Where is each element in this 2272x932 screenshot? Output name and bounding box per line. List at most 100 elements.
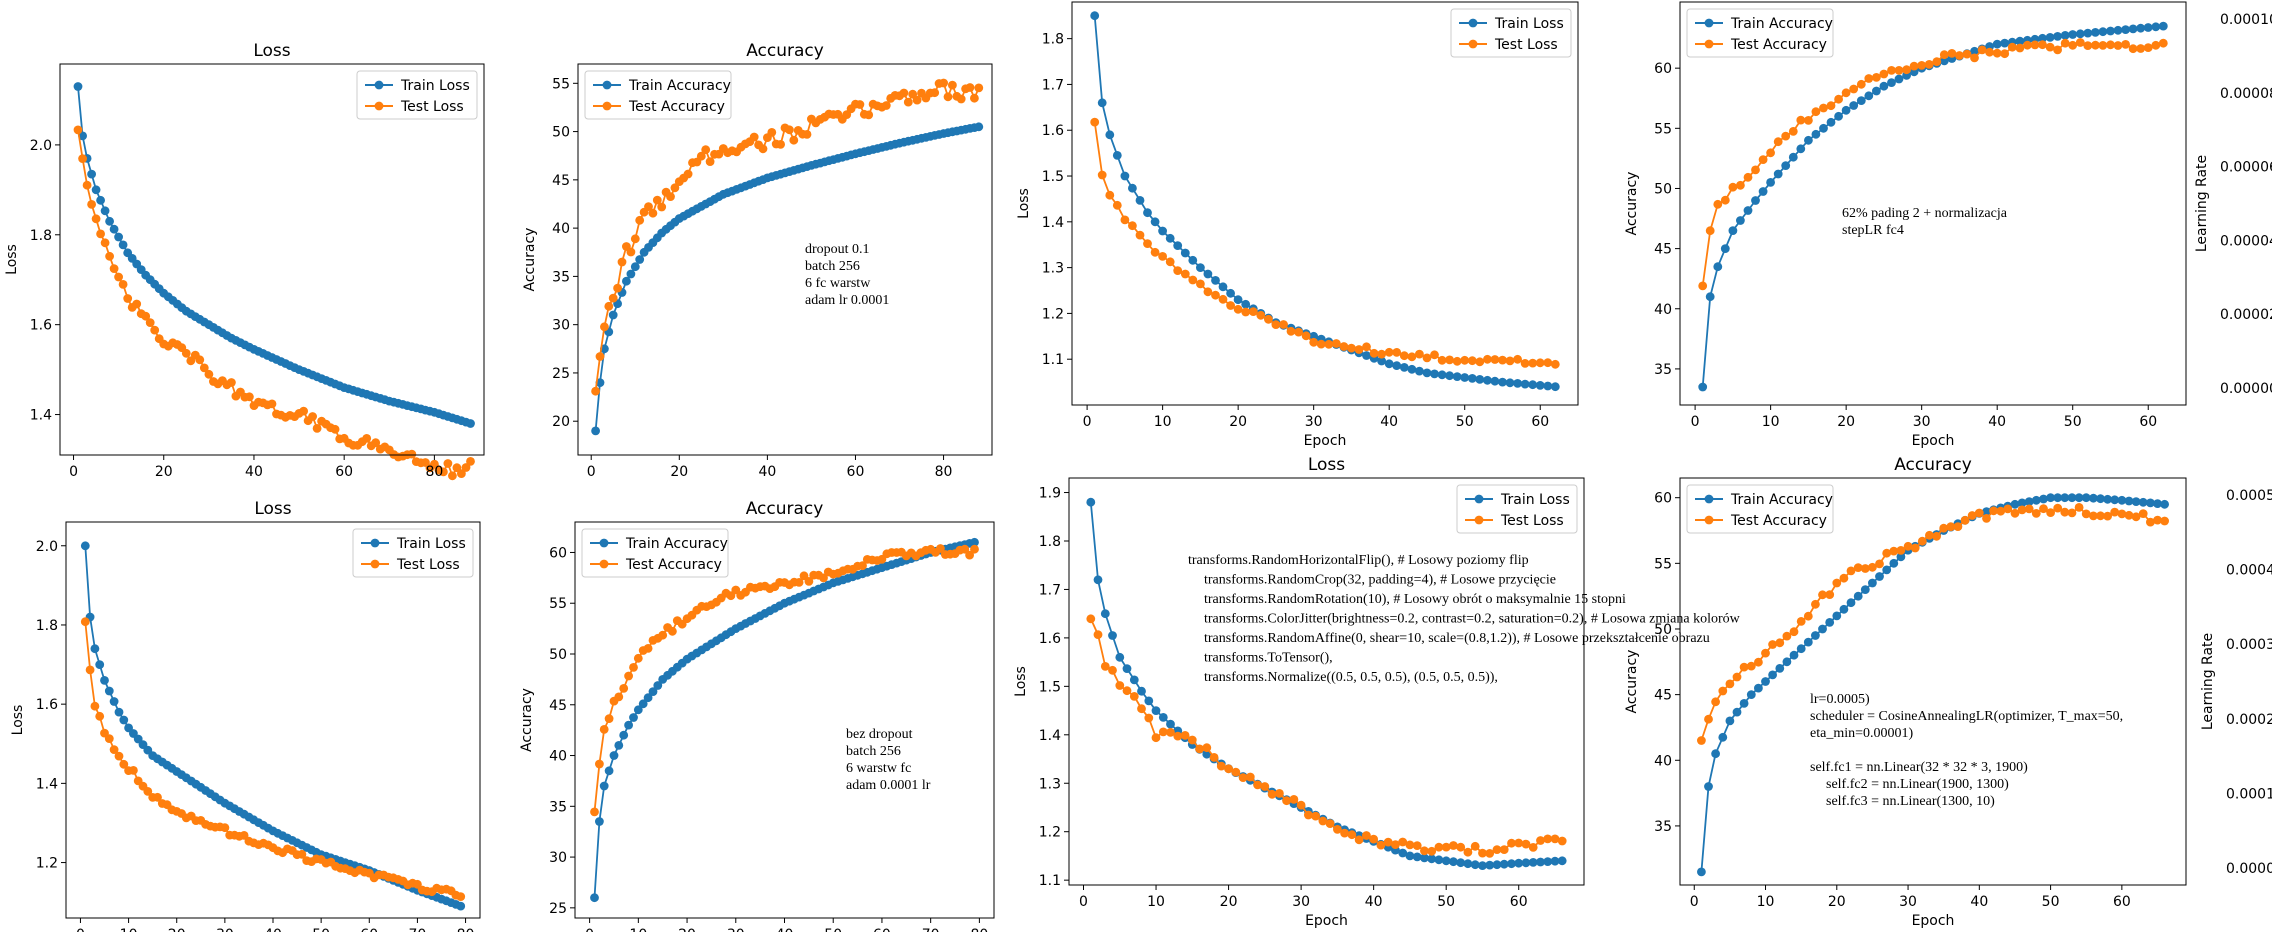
data-point bbox=[930, 88, 940, 98]
data-point bbox=[1463, 847, 1473, 857]
chart-panel-3: 0 10 20 30 40 50 60 1.1 1.2 1.3 1.4 1.5 1.6 1.7 1.8 Epo… bbox=[1016, 1, 1579, 449]
data-point bbox=[2053, 32, 2063, 41]
data-point bbox=[609, 751, 619, 760]
data-point bbox=[1947, 49, 1957, 58]
x-tick-label: 40 bbox=[264, 927, 282, 932]
data-point bbox=[100, 238, 110, 248]
data-point bbox=[613, 283, 622, 293]
data-point bbox=[1746, 661, 1756, 671]
data-point bbox=[2083, 28, 2093, 38]
x-tick-label: 50 bbox=[1456, 414, 1474, 430]
data-point bbox=[1135, 230, 1145, 240]
data-point bbox=[443, 459, 453, 468]
x-tick-label: 0 bbox=[1691, 414, 1700, 430]
data-point bbox=[1896, 552, 1906, 562]
data-point bbox=[2160, 499, 2170, 509]
data-point bbox=[1248, 307, 1258, 316]
data-point bbox=[2017, 498, 2027, 508]
data-point bbox=[1286, 326, 1296, 336]
legend-box bbox=[1686, 8, 1834, 58]
data-point bbox=[595, 759, 604, 769]
data-point bbox=[1982, 507, 1991, 516]
x-tick-label: 50 bbox=[2064, 414, 2082, 430]
data-point bbox=[1158, 252, 1167, 261]
data-point bbox=[109, 697, 119, 706]
data-point bbox=[2074, 493, 2084, 503]
x-tick-label: 70 bbox=[409, 927, 427, 932]
legend-marker bbox=[1468, 39, 1478, 49]
x-tick-label: 60 bbox=[2139, 414, 2157, 430]
y-tick-label: 1.4 bbox=[30, 408, 52, 424]
data-point bbox=[2106, 26, 2115, 36]
data-point bbox=[1819, 123, 1828, 133]
data-point bbox=[683, 169, 693, 179]
data-point bbox=[974, 83, 984, 93]
data-point bbox=[629, 663, 638, 672]
data-point bbox=[1333, 825, 1342, 834]
data-point bbox=[2110, 507, 2120, 517]
y-tick-label: 1.8 bbox=[36, 618, 58, 634]
data-point bbox=[1460, 355, 1470, 365]
data-point bbox=[2153, 515, 2162, 525]
data-point bbox=[114, 232, 123, 242]
data-point bbox=[2124, 496, 2134, 506]
data-point bbox=[1354, 345, 1364, 354]
y-tick-label: 60 bbox=[1654, 61, 1672, 77]
data-point bbox=[1441, 842, 1451, 852]
data-point bbox=[1698, 281, 1708, 291]
data-point bbox=[73, 125, 83, 135]
data-point bbox=[1832, 611, 1842, 621]
data-point bbox=[1173, 241, 1183, 251]
chart-title: Accuracy bbox=[746, 499, 824, 519]
data-point bbox=[1718, 732, 1728, 742]
data-point bbox=[1128, 221, 1137, 231]
data-point bbox=[1180, 269, 1190, 279]
chart-panel-5: 0 10 20 30 40 50 60 70 80 1.2 1.4 1.6 1.8 2.0 Loss Loss… bbox=[10, 499, 481, 932]
data-point bbox=[1896, 546, 1906, 555]
data-point bbox=[1761, 648, 1770, 658]
data-point bbox=[1781, 161, 1791, 171]
data-point bbox=[2003, 504, 2013, 514]
data-point bbox=[1543, 381, 1553, 391]
data-point bbox=[330, 424, 340, 434]
x-tick-label: 50 bbox=[312, 927, 330, 932]
series-test bbox=[1697, 503, 2170, 745]
x-tick-label: 40 bbox=[776, 927, 794, 932]
data-point bbox=[1115, 652, 1125, 662]
data-point bbox=[1362, 342, 1371, 352]
plot-frame bbox=[1679, 1, 2187, 406]
legend-label: Test Loss bbox=[1494, 37, 1558, 53]
data-point bbox=[1725, 679, 1735, 689]
data-point bbox=[1739, 662, 1749, 672]
data-point bbox=[1218, 282, 1228, 292]
data-point bbox=[1122, 664, 1132, 673]
annotation-line: bez dropout bbox=[846, 727, 913, 742]
data-point bbox=[1226, 288, 1235, 298]
x-tick-label: 20 bbox=[670, 464, 688, 480]
data-point bbox=[2096, 511, 2105, 521]
data-point bbox=[1498, 377, 1507, 387]
data-point bbox=[2158, 38, 2168, 48]
data-point bbox=[1985, 47, 1994, 57]
y-axis-label: Accuracy bbox=[522, 228, 538, 292]
data-point bbox=[1392, 348, 1402, 357]
y-tick-label: 1.7 bbox=[1042, 77, 1064, 93]
data-point bbox=[1108, 631, 1117, 640]
y-tick-label: 50 bbox=[1654, 181, 1672, 197]
data-point bbox=[1796, 617, 1806, 626]
data-point bbox=[1811, 631, 1820, 640]
data-point bbox=[1422, 353, 1432, 363]
data-point bbox=[1362, 351, 1371, 360]
data-point bbox=[2117, 509, 2127, 519]
data-point bbox=[633, 705, 643, 715]
data-point bbox=[1485, 860, 1495, 870]
data-point bbox=[90, 644, 100, 654]
data-point bbox=[1992, 48, 2002, 58]
series-test bbox=[73, 125, 475, 481]
data-point bbox=[80, 541, 90, 551]
legend-label: Train Accuracy bbox=[625, 536, 728, 552]
data-point bbox=[604, 301, 614, 311]
data-point bbox=[1492, 860, 1502, 870]
data-point bbox=[153, 792, 162, 802]
data-point bbox=[2089, 511, 2098, 521]
